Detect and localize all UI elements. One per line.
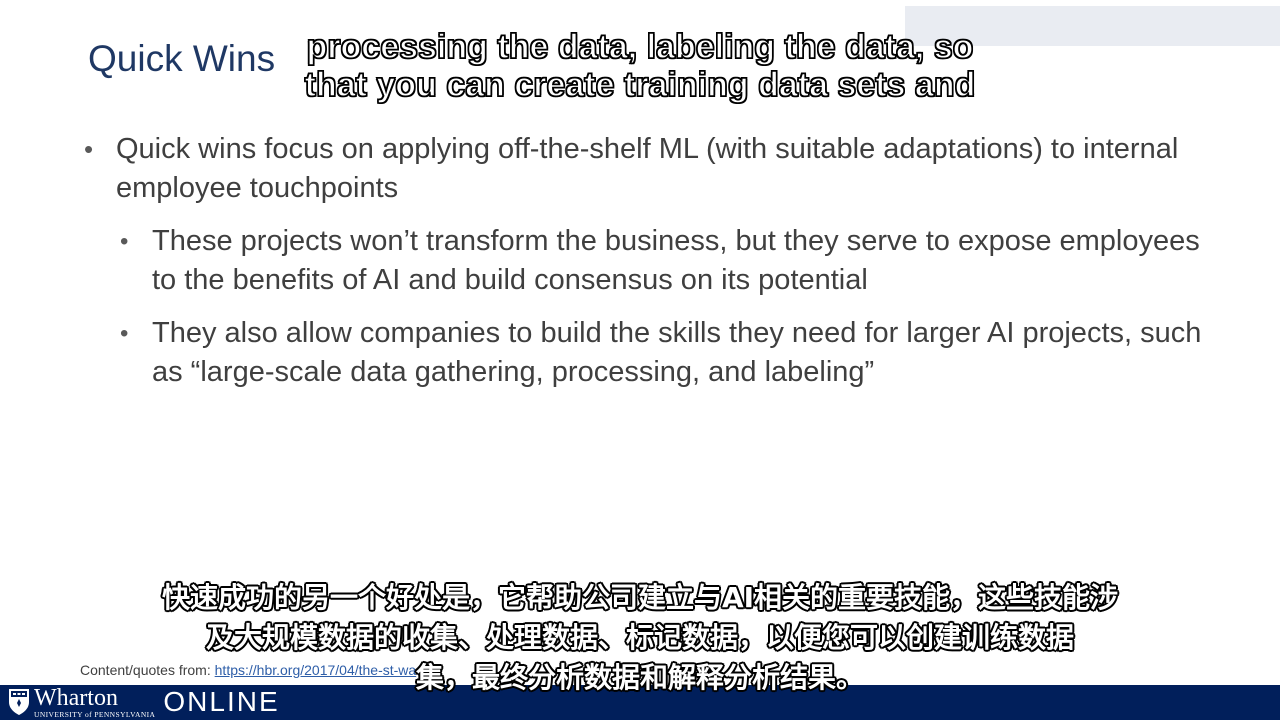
logo-online: ONLINE: [163, 686, 280, 717]
subtitle-english: processing the data, labeling the data, …: [260, 27, 1020, 104]
subtitle-line: 及大规模数据的收集、处理数据、标记数据，以便您可以创建训练数据: [205, 621, 1074, 654]
subtitle-line: 集，最终分析数据和解释分析结果。: [415, 661, 864, 694]
logo-subtitle: UNIVERSITY of PENNSYLVANIA: [34, 709, 156, 719]
wharton-online-logo: Wharton UNIVERSITY of PENNSYLVANIA ONLIN…: [8, 684, 280, 720]
subtitle-line: processing the data, labeling the data, …: [306, 27, 974, 66]
logo-brand: Wharton: [34, 684, 118, 711]
subtitle-line: that you can create training data sets a…: [304, 65, 976, 104]
slide-title: Quick Wins: [88, 38, 276, 79]
source-citation: Content/quotes from: https://hbr.org/201…: [80, 662, 416, 678]
bullet-list: • Quick wins focus on applying off-the-s…: [84, 130, 1204, 406]
bullet-item-3: • They also allow companies to build the…: [84, 314, 1204, 392]
bullet-text: They also allow companies to build the s…: [152, 317, 1202, 388]
bullet-item-2: • These projects won’t transform the bus…: [84, 222, 1204, 300]
bullet-text: These projects won’t transform the busin…: [152, 225, 1200, 296]
source-link[interactable]: https://hbr.org/2017/04/the-st-wa: [214, 662, 417, 678]
bullet-dot-icon: •: [120, 228, 129, 255]
bullet-item-1: • Quick wins focus on applying off-the-s…: [84, 130, 1204, 208]
subtitle-line: 快速成功的另一个好处是，它帮助公司建立与AI相关的重要技能，这些技能涉: [161, 581, 1119, 614]
source-label: Content/quotes from:: [80, 662, 215, 678]
subtitle-chinese: 快速成功的另一个好处是，它帮助公司建立与AI相关的重要技能，这些技能涉 及大规模…: [120, 578, 1160, 698]
footer-bar: [0, 685, 1280, 720]
wharton-shield-icon: [9, 689, 29, 715]
bullet-text: Quick wins focus on applying off-the-she…: [116, 133, 1179, 204]
bullet-dot-icon: •: [120, 320, 129, 347]
bullet-dot-icon: •: [84, 134, 94, 164]
top-bar-overlay: [905, 6, 1280, 46]
